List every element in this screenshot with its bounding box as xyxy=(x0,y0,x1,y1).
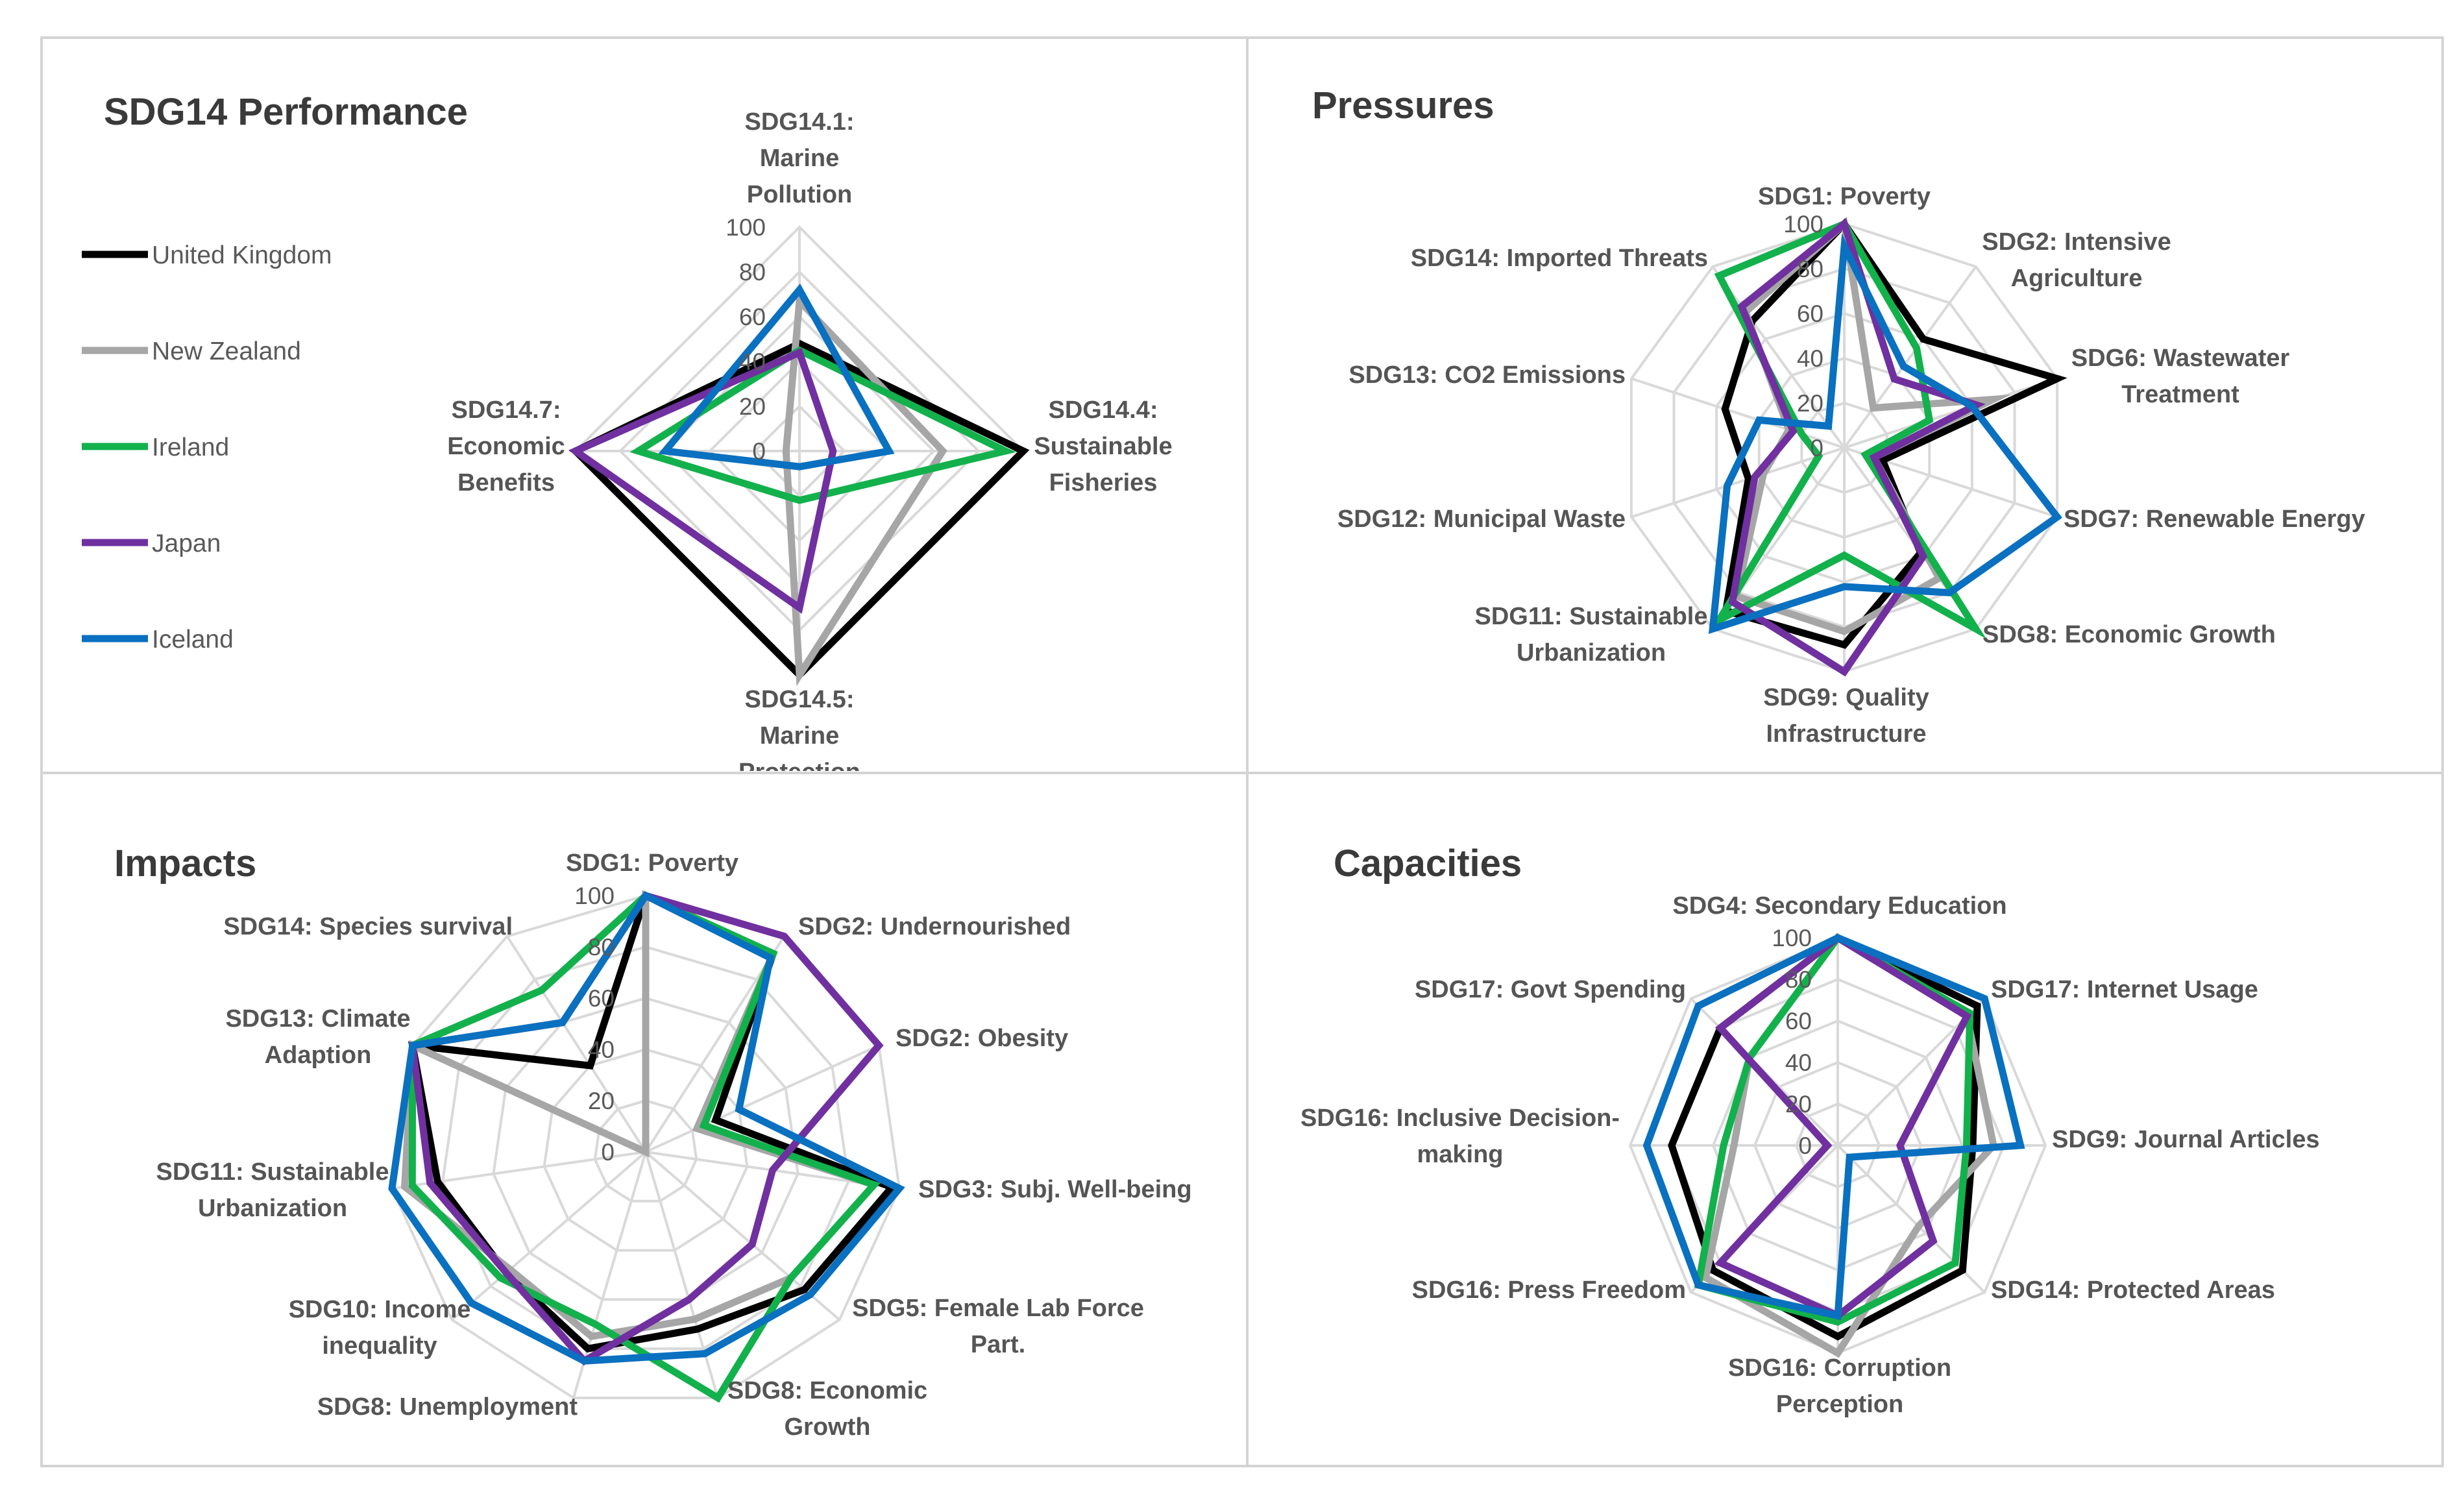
series-iceland xyxy=(1642,933,2025,1321)
gridline-ring xyxy=(492,996,799,1301)
series-united-kingdom xyxy=(408,890,898,1353)
series-ireland xyxy=(1694,933,1974,1326)
axis-spoke xyxy=(1631,377,1845,449)
tick-label: 100 xyxy=(1783,211,1824,238)
category-label-sdg11-sustainable-urbanization: SDG11: Sustainable Urbanization xyxy=(156,1158,389,1222)
panel-frame-capacities xyxy=(1246,772,2444,1467)
axis-spoke xyxy=(1843,265,1977,449)
axis-spoke xyxy=(451,1151,647,1321)
series-united-kingdom xyxy=(1721,218,2068,649)
category-label-sdg17-internet-usage: SDG17: Internet Usage xyxy=(1991,976,2258,1003)
legend: United Kingdom New Zealand Ireland Japan Ice… xyxy=(82,241,332,654)
category-label-sdg12-municipal-waste: SDG12: Municipal Waste xyxy=(1337,506,1626,533)
tick-label: 60 xyxy=(1785,1008,1812,1034)
tick-label: 40 xyxy=(739,349,766,375)
tick-label: 20 xyxy=(1797,390,1824,417)
tick-label: 0 xyxy=(1810,435,1824,461)
tick-label: 0 xyxy=(601,1139,615,1166)
radar-chart-capacities: Capacities 0 20 40 60 80 100 SDG4: Secondary E… xyxy=(1300,842,2320,1418)
tick-label: 0 xyxy=(752,438,766,465)
category-label-sdg8-economic-growth: SDG8: Economic Growth xyxy=(727,1377,927,1441)
tick-label: 80 xyxy=(1785,966,1812,993)
tick-label: 80 xyxy=(1797,256,1824,282)
category-label-sdg16-corruption-perception: SDG16: Corruption Perception xyxy=(1728,1354,1951,1418)
series-iceland xyxy=(1708,233,2062,634)
tick-label: 40 xyxy=(1797,345,1824,372)
category-label-sdg5-female-lab-force-part: SDG5: Female Lab Force Part. xyxy=(852,1295,1144,1358)
tick-label: 0 xyxy=(1798,1132,1812,1159)
category-label-sdg3-subj-well-being: SDG3: Subj. Well-being xyxy=(918,1176,1192,1203)
tick-label: 20 xyxy=(739,393,766,420)
chart-title: Capacities xyxy=(1334,842,1522,885)
category-label-sdg9-quality-infrastructure: SDG9: Quality Infrastructure xyxy=(1763,684,1929,748)
tick-label: 60 xyxy=(1797,300,1824,327)
tick-label: 100 xyxy=(1772,925,1812,951)
tick-label: 40 xyxy=(588,1036,615,1063)
category-label-sdg8-unemployment: SDG8: Unemployment xyxy=(317,1393,578,1421)
category-label-sdg14-imported-threats: SDG14: Imported Threats xyxy=(1411,245,1708,272)
category-label-sdg14-1-marine-pollution: SDG14.1: Marine Pollution xyxy=(745,108,855,208)
legend-label-iceland: Iceland xyxy=(152,626,234,654)
category-label-sdg4-secondary-education: SDG4: Secondary Education xyxy=(1672,892,2007,920)
chart-title: Pressures xyxy=(1312,84,1494,127)
category-label-sdg2-obesity: SDG2: Obesity xyxy=(896,1025,1068,1052)
tick-label: 80 xyxy=(588,934,615,960)
axis-spoke xyxy=(645,1044,880,1153)
chart-title: SDG14 Performance xyxy=(104,91,468,133)
category-label-sdg16-press-freedom: SDG16: Press Freedom xyxy=(1412,1277,1686,1304)
category-label-sdg10-income-inequality: SDG10: Income inequality xyxy=(289,1296,471,1360)
axis-spoke xyxy=(1844,377,2058,449)
tick-label: 100 xyxy=(726,214,766,241)
legend-label-united-kingdom: United Kingdom xyxy=(152,241,332,269)
category-label-sdg7-renewable-energy: SDG7: Renewable Energy xyxy=(2064,506,2365,533)
category-label-sdg1-poverty: SDG1: Poverty xyxy=(1758,183,1931,210)
category-label-sdg14-7-economic-benefits: SDG14.7: Economic Benefits xyxy=(447,397,565,496)
axis-spoke xyxy=(506,935,647,1153)
legend-label-new-zealand: New Zealand xyxy=(152,337,301,365)
tick-label: 20 xyxy=(588,1088,615,1114)
category-label-sdg13-co2-emissions: SDG13: CO2 Emissions xyxy=(1348,361,1626,389)
axis-spoke xyxy=(1631,446,1845,519)
radar-chart-sdg14-performance: SDG14 Performance 0 20 40 60 80 100 SDG14.1: Ma… xyxy=(104,91,1173,786)
category-label-sdg14-5-marine-protection: SDG14.5: Marine Protection xyxy=(738,686,860,786)
category-label-sdg8-economic-growth: SDG8: Economic Growth xyxy=(1982,621,2276,648)
category-label-sdg11-sustainable-urbanization: SDG11: Sustainable Urbanization xyxy=(1474,603,1707,667)
gridline-ring xyxy=(543,1047,749,1252)
category-label-sdg9-journal-articles: SDG9: Journal Articles xyxy=(2052,1126,2320,1153)
category-label-sdg14-species-survival: SDG14: Species survival xyxy=(223,913,513,940)
category-label-sdg14-protected-areas: SDG14: Protected Areas xyxy=(1991,1277,2275,1304)
category-label-sdg2-undernourished: SDG2: Undernourished xyxy=(798,913,1071,940)
category-label-sdg17-govt-spending: SDG17: Govt Spending xyxy=(1415,976,1686,1003)
tick-label: 60 xyxy=(588,985,615,1012)
category-label-sdg13-climate-adaption: SDG13: Climate Adaption xyxy=(225,1005,410,1069)
series-iceland xyxy=(658,283,895,471)
series-iceland xyxy=(388,890,905,1365)
radar-chart-impacts: Impacts 0 20 40 60 80 100 SDG1: Poverty SDG2: U… xyxy=(114,842,1192,1441)
category-label-sdg2-intensive-agriculture: SDG2: Intensive Agriculture xyxy=(1982,228,2171,292)
category-label-sdg1-poverty: SDG1: Poverty xyxy=(566,850,738,877)
legend-label-japan: Japan xyxy=(152,530,221,557)
tick-label: 80 xyxy=(739,259,766,286)
category-label-sdg6-wastewater-treatment: SDG6: Wastewater Treatment xyxy=(2071,345,2290,408)
axis-spoke xyxy=(1711,265,1846,449)
series-ireland xyxy=(408,891,881,1403)
category-label-sdg16-inclusive-decision-making: SDG16: Inclusive Decision-making xyxy=(1300,1105,1620,1168)
gridline-ring xyxy=(593,1099,698,1203)
series-japan xyxy=(568,347,837,614)
tick-label: 20 xyxy=(1785,1091,1812,1118)
tick-label: 40 xyxy=(1785,1049,1812,1076)
category-label-sdg14-4-sustainable-fisheries: SDG14.4: Sustainable Fisheries xyxy=(1034,397,1172,496)
tick-label: 60 xyxy=(739,304,766,330)
legend-label-ireland: Ireland xyxy=(152,434,229,461)
series-new-zealand xyxy=(782,293,947,687)
chart-title: Impacts xyxy=(114,842,256,885)
tick-label: 100 xyxy=(574,883,615,909)
